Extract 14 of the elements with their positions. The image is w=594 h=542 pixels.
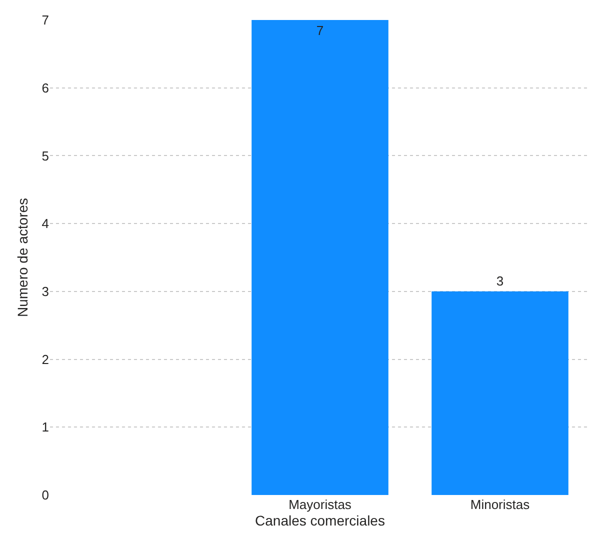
y-tick-label: 6 [42,80,49,96]
y-tick-label: 5 [42,148,49,164]
x-axis-title: Canales comerciales [255,512,385,528]
y-tick-label: 1 [42,420,49,435]
x-tick-label: Minoristas [470,497,530,512]
data-label: 7 [316,23,324,38]
data-label: 3 [496,273,504,288]
y-tick-label: 4 [42,216,49,232]
x-tick-label: Mayoristas [288,497,352,512]
y-tick-label: 7 [42,12,49,28]
y-tick-label: 3 [42,284,49,299]
y-tick-label: 0 [42,488,49,503]
y-axis-title: Numero de actores [14,198,30,318]
y-tick-label: 2 [42,352,49,367]
